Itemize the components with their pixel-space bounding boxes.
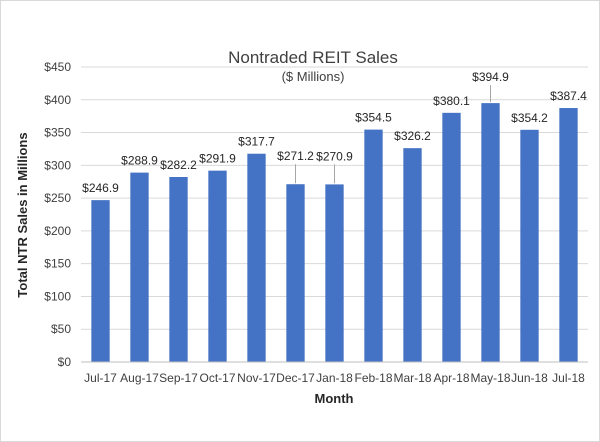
y-tick-label: $300 bbox=[44, 158, 71, 172]
x-tick-label: Jul-17 bbox=[84, 371, 117, 385]
data-label: $380.1 bbox=[433, 94, 470, 108]
y-tick-label: $450 bbox=[44, 60, 71, 74]
y-tick-label: $250 bbox=[44, 191, 71, 205]
bar bbox=[481, 103, 500, 363]
data-label: $288.9 bbox=[121, 154, 158, 168]
bar bbox=[169, 177, 188, 362]
data-label: $291.9 bbox=[199, 152, 236, 166]
chart-subtitle: ($ Millions) bbox=[282, 69, 345, 84]
bars bbox=[91, 103, 578, 363]
x-axis-title: Month bbox=[315, 391, 354, 406]
bar bbox=[130, 172, 149, 362]
x-tick-label: Jan-18 bbox=[316, 371, 353, 385]
x-tick-label: Jun-18 bbox=[511, 371, 548, 385]
y-tick-label: $100 bbox=[44, 289, 71, 303]
bar bbox=[286, 184, 305, 362]
x-tick-label: Sep-17 bbox=[159, 371, 198, 385]
x-tick-label: Feb-18 bbox=[354, 371, 392, 385]
x-axis-ticks: Jul-17 Aug-17 Sep-17 Oct-17 Nov-17 Dec-17 Jan-… bbox=[84, 371, 585, 385]
x-tick-label: Oct-17 bbox=[199, 371, 235, 385]
y-tick-label: $50 bbox=[51, 322, 71, 336]
bar bbox=[559, 108, 578, 362]
x-tick-label: Mar-18 bbox=[393, 371, 431, 385]
y-tick-label: $400 bbox=[44, 93, 71, 107]
x-tick-label: Nov-17 bbox=[237, 371, 276, 385]
y-tick-label: $0 bbox=[58, 355, 72, 369]
y-tick-label: $150 bbox=[44, 257, 71, 271]
bar bbox=[520, 129, 539, 362]
x-tick-label: May-18 bbox=[470, 371, 510, 385]
x-tick-label: Apr-18 bbox=[433, 371, 469, 385]
data-label: $246.9 bbox=[82, 181, 119, 195]
label-leader-lines bbox=[295, 85, 491, 184]
data-label: $394.9 bbox=[472, 70, 509, 84]
y-axis-title: Total NTR Sales in Millions bbox=[15, 132, 30, 297]
data-label: $282.2 bbox=[160, 158, 197, 172]
y-axis-ticks: $0 $50 $100 $150 $200 $250 $300 $350 $400 $450 bbox=[44, 60, 71, 369]
bar bbox=[325, 184, 344, 362]
data-label: $354.2 bbox=[511, 111, 548, 125]
bar bbox=[364, 129, 383, 362]
x-tick-label: Dec-17 bbox=[276, 371, 315, 385]
data-label: $271.2 bbox=[277, 149, 314, 163]
bar bbox=[403, 148, 422, 362]
bar bbox=[208, 170, 227, 362]
chart-title: Nontraded REIT Sales bbox=[228, 48, 398, 67]
bar bbox=[247, 153, 266, 362]
data-label: $326.2 bbox=[394, 129, 431, 143]
y-tick-label: $200 bbox=[44, 224, 71, 238]
data-label: $317.7 bbox=[238, 135, 275, 149]
data-label: $354.5 bbox=[355, 111, 392, 125]
data-label: $270.9 bbox=[316, 149, 353, 163]
y-tick-label: $350 bbox=[44, 126, 71, 140]
data-label: $387.4 bbox=[550, 89, 587, 103]
data-labels: $246.9$288.9 $282.2 $291.9$317.7$271.2 $270… bbox=[82, 70, 587, 195]
x-tick-label: Aug-17 bbox=[120, 371, 159, 385]
x-tick-label: Jul-18 bbox=[552, 371, 585, 385]
bar bbox=[442, 112, 461, 362]
bar bbox=[91, 200, 110, 362]
